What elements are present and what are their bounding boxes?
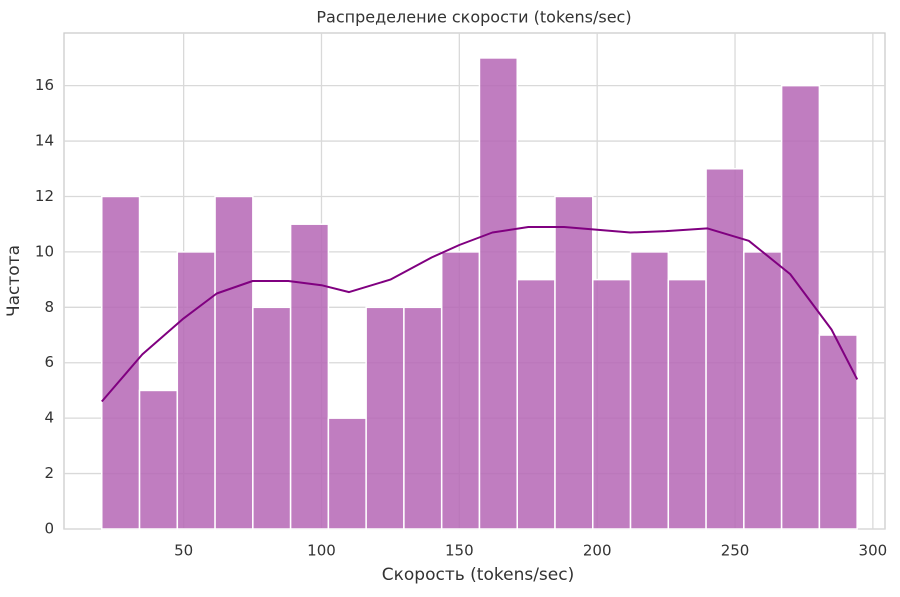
bar (705, 168, 745, 530)
x-tick-label: 150 (445, 542, 474, 560)
bar (176, 251, 216, 530)
y-tick-label: 6 (44, 353, 54, 371)
x-axis-label: Скорость (tokens/sec) (382, 565, 574, 585)
y-tick-label: 2 (44, 464, 54, 482)
kde-line (101, 226, 859, 403)
bar (101, 195, 141, 530)
bar (743, 251, 783, 530)
x-tick-label: 300 (859, 542, 888, 560)
bar (327, 417, 367, 530)
bar (440, 251, 481, 530)
y-axis-label: Частота (4, 245, 24, 317)
bar (592, 278, 632, 530)
y-tick-label: 4 (44, 409, 54, 427)
y-tick-label: 0 (44, 520, 54, 538)
y-tick-label: 14 (35, 132, 54, 150)
y-tick-label: 8 (44, 298, 54, 316)
bars (101, 57, 858, 530)
y-tick-label: 12 (35, 187, 54, 205)
bar (516, 278, 556, 530)
x-tick-label: 100 (307, 542, 336, 560)
bar (667, 278, 707, 530)
x-tick-label: 200 (583, 542, 612, 560)
overlay (101, 226, 859, 403)
bar (629, 251, 670, 530)
bar (780, 84, 821, 530)
x-tick-label: 50 (174, 542, 193, 560)
chart-title: Распределение скорости (tokens/sec) (316, 8, 631, 27)
bar (818, 334, 858, 530)
bar (214, 195, 254, 530)
x-tick-label: 250 (721, 542, 750, 560)
y-tick-label: 16 (35, 76, 54, 94)
bar (289, 223, 330, 530)
bar (365, 306, 405, 530)
bar (138, 389, 179, 530)
bar (252, 306, 292, 530)
bar (478, 57, 518, 530)
y-tick-label: 10 (35, 242, 54, 260)
bar (403, 306, 443, 530)
bar (554, 195, 594, 530)
